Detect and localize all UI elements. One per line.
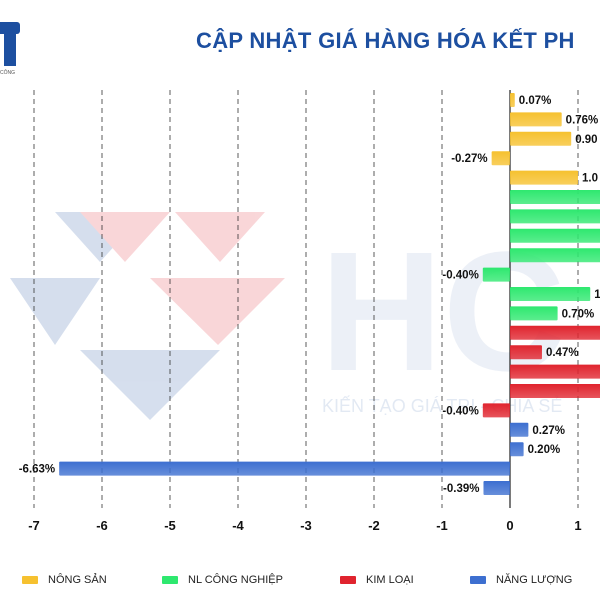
- x-tick-label: -3: [300, 518, 312, 533]
- data-label: 1.0: [582, 173, 598, 185]
- data-label: 0.47%: [546, 347, 579, 359]
- bar: [510, 190, 600, 204]
- x-tick-label: -7: [28, 518, 40, 533]
- legend-label: NÔNG SẢN: [48, 574, 107, 586]
- data-label: 0.70%: [562, 308, 595, 320]
- data-label: 0.20%: [528, 444, 561, 456]
- bar: [510, 287, 591, 301]
- legend: NÔNG SẢN NL CÔNG NGHIỆP KIM LOẠI NĂNG LƯỢNG: [0, 574, 600, 592]
- bar: [510, 248, 600, 263]
- bar: [510, 442, 524, 457]
- bar: [491, 151, 510, 166]
- x-tick-label: -2: [368, 518, 380, 533]
- bar: [510, 345, 542, 360]
- logo-stem: [4, 22, 16, 66]
- x-tick-label: -6: [96, 518, 108, 533]
- bar: [510, 422, 529, 437]
- legend-label: NL CÔNG NGHIỆP: [188, 574, 283, 586]
- legend-label: NĂNG LƯỢNG: [496, 574, 573, 586]
- x-tick-label: -1: [436, 518, 448, 533]
- bar: [510, 170, 578, 185]
- x-tick-label: -4: [232, 518, 244, 533]
- data-label: 0.90: [575, 134, 597, 146]
- bar: [482, 267, 510, 282]
- data-label: -0.39%: [443, 483, 479, 495]
- bar: [510, 325, 600, 340]
- x-tick-label: 0: [506, 518, 513, 533]
- data-label: -0.27%: [451, 153, 487, 165]
- company-logo: CÔNG: [0, 18, 24, 76]
- bar: [59, 461, 510, 476]
- logo-tagline: CÔNG: [0, 70, 15, 76]
- legend-item: NÔNG SẢN: [22, 574, 107, 586]
- data-label: -0.40%: [442, 270, 478, 282]
- data-label: -6.63%: [19, 464, 55, 476]
- legend-label: KIM LOẠI: [366, 574, 414, 586]
- bar: [510, 306, 558, 321]
- legend-swatch: [470, 576, 486, 584]
- data-label: 0.07%: [519, 95, 552, 107]
- bar: [510, 364, 600, 379]
- x-tick-label: 1: [574, 518, 581, 533]
- legend-swatch: [162, 576, 178, 584]
- bar: [510, 228, 600, 243]
- bar: [482, 403, 510, 418]
- bar: [510, 131, 572, 146]
- bar: [510, 93, 515, 107]
- data-label: 1.: [594, 289, 600, 301]
- x-tick-label: -5: [164, 518, 176, 533]
- chart-title: CẬP NHẬT GIÁ HÀNG HÓA KẾT PH: [196, 28, 575, 53]
- legend-item: NL CÔNG NGHIỆP: [162, 574, 283, 586]
- legend-swatch: [22, 576, 38, 584]
- bar: [510, 384, 600, 398]
- bar: [510, 112, 562, 127]
- legend-item: NĂNG LƯỢNG: [470, 574, 572, 586]
- data-label: -0.40%: [442, 405, 478, 417]
- bar: [510, 209, 600, 224]
- data-label: 0.27%: [532, 425, 565, 437]
- legend-item: KIM LOẠI: [340, 574, 414, 586]
- data-label: 0.76%: [566, 114, 599, 126]
- legend-swatch: [340, 576, 356, 584]
- bar: [483, 481, 510, 495]
